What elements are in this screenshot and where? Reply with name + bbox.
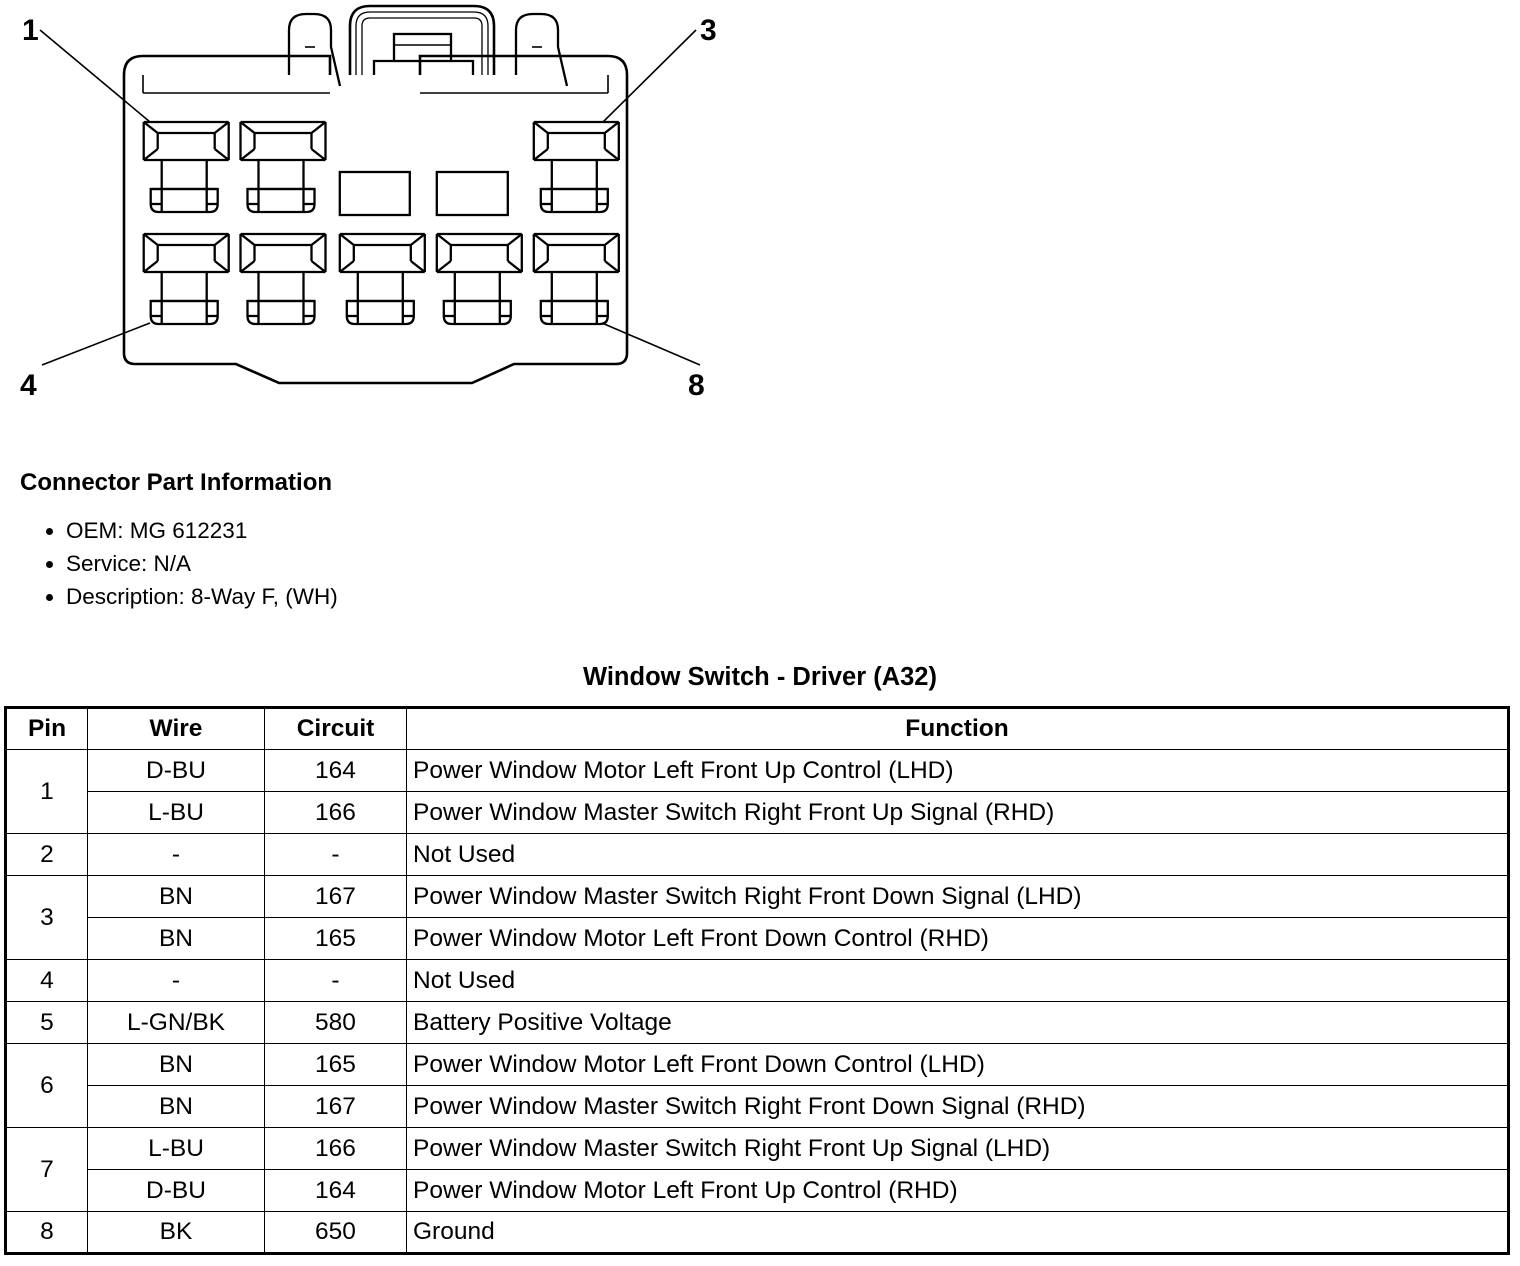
- svg-text:8: 8: [688, 369, 705, 402]
- svg-text:3: 3: [700, 14, 717, 47]
- svg-text:4: 4: [20, 369, 37, 402]
- svg-text:1: 1: [22, 14, 39, 47]
